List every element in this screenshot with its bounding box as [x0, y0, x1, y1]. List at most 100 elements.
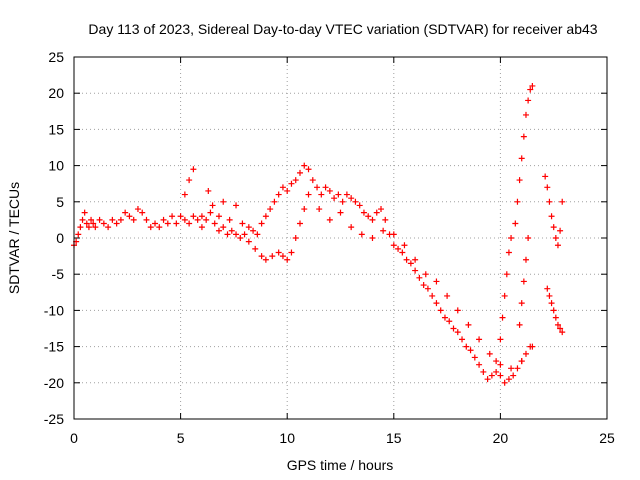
data-point — [316, 206, 323, 213]
data-point — [505, 249, 512, 256]
data-point — [471, 354, 478, 361]
data-point — [173, 220, 180, 227]
data-point — [322, 184, 329, 191]
data-point — [508, 235, 515, 241]
data-point — [233, 202, 240, 209]
data-point — [550, 224, 557, 231]
data-point — [437, 307, 444, 314]
data-point — [429, 292, 436, 299]
data-point — [525, 97, 532, 104]
data-point — [113, 220, 120, 227]
data-point — [305, 166, 312, 173]
data-point — [518, 300, 525, 307]
data-point — [220, 224, 227, 231]
data-point — [269, 253, 276, 260]
data-point — [326, 187, 333, 194]
data-point — [181, 191, 188, 198]
data-point — [497, 361, 504, 368]
data-point — [126, 213, 133, 220]
data-point — [518, 155, 525, 162]
data-point — [441, 314, 448, 321]
data-point — [382, 216, 389, 223]
data-point — [92, 224, 99, 231]
data-point — [476, 336, 483, 343]
data-point — [493, 368, 500, 375]
data-point — [181, 216, 188, 223]
data-point — [279, 253, 286, 260]
series-secondary-trace — [181, 166, 536, 372]
data-point — [399, 249, 406, 256]
data-point — [514, 198, 521, 205]
data-point — [331, 195, 338, 202]
data-point — [433, 300, 440, 307]
grid-lines — [74, 57, 607, 419]
data-point — [292, 235, 299, 241]
x-tick-labels: 0 5 10 15 20 25 — [70, 430, 615, 446]
y-tick-label: -10 — [44, 302, 64, 318]
data-point — [75, 231, 82, 238]
data-point — [339, 198, 346, 205]
data-point — [122, 209, 129, 216]
data-point — [105, 224, 112, 231]
data-point — [305, 191, 312, 198]
data-point — [198, 224, 205, 231]
data-point — [503, 271, 510, 278]
data-point — [186, 220, 193, 227]
data-point — [147, 224, 154, 231]
data-point — [522, 350, 529, 357]
data-point — [401, 242, 408, 249]
y-tick-label: 20 — [48, 85, 64, 101]
data-point — [343, 191, 350, 198]
data-point — [412, 267, 419, 274]
data-point — [390, 242, 397, 249]
data-point — [467, 347, 474, 354]
data-point — [267, 206, 274, 213]
data-point — [318, 191, 325, 198]
data-point — [164, 220, 171, 227]
data-point — [156, 224, 163, 231]
data-point — [497, 336, 504, 343]
x-tick-label: 15 — [386, 430, 402, 446]
data-point — [262, 256, 269, 263]
data-point — [508, 365, 515, 372]
data-point — [554, 242, 561, 249]
data-point — [262, 213, 269, 220]
data-point — [237, 235, 244, 241]
data-point — [130, 216, 137, 223]
data-point — [152, 220, 159, 227]
data-point — [505, 376, 512, 383]
x-tick-label: 25 — [599, 430, 615, 446]
data-point — [373, 209, 380, 216]
y-tick-label: -20 — [44, 375, 64, 391]
data-point — [358, 231, 365, 238]
data-point — [288, 249, 295, 256]
data-point — [245, 224, 252, 231]
data-point — [220, 198, 227, 205]
data-point — [520, 133, 527, 140]
data-point — [348, 195, 355, 202]
series-main-trace — [71, 162, 534, 386]
y-tick-label: 25 — [48, 49, 64, 65]
data-point — [284, 256, 291, 263]
data-point — [254, 231, 261, 238]
data-point — [356, 202, 363, 209]
data-point — [252, 245, 259, 252]
data-point — [518, 358, 525, 365]
data-point — [309, 177, 316, 184]
data-point — [241, 231, 248, 238]
data-point — [275, 191, 282, 198]
data-point — [258, 220, 265, 227]
data-point — [527, 86, 534, 93]
data-point — [190, 213, 197, 220]
data-point — [520, 278, 527, 285]
data-point — [143, 216, 150, 223]
data-point — [559, 198, 566, 205]
data-point — [209, 202, 216, 209]
x-tick-label: 5 — [177, 430, 185, 446]
data-point — [433, 278, 440, 285]
data-point — [275, 249, 282, 256]
data-point — [486, 350, 493, 357]
data-point — [198, 213, 205, 220]
data-point — [548, 300, 555, 307]
data-point — [499, 314, 506, 321]
